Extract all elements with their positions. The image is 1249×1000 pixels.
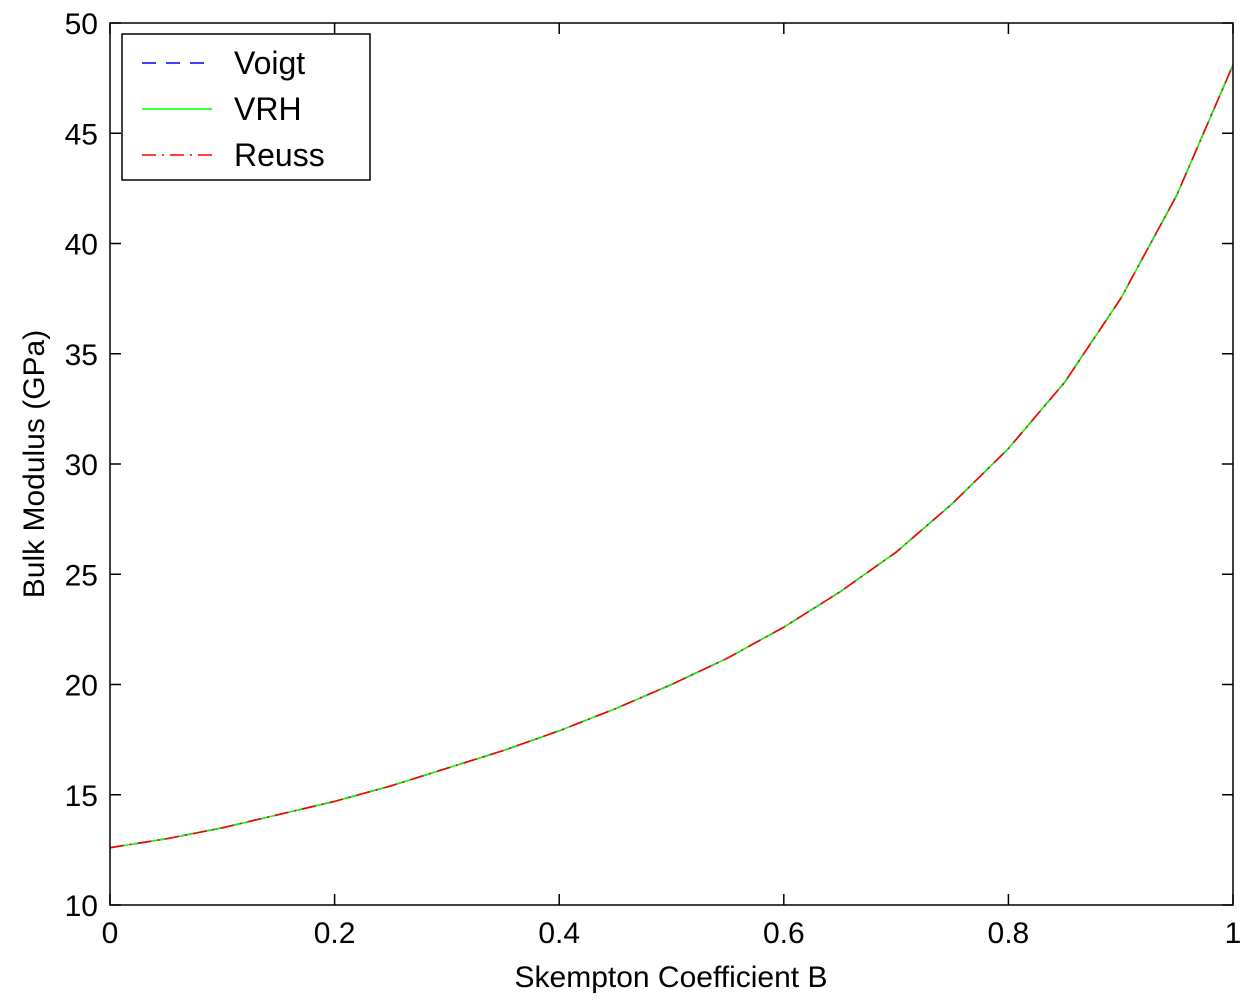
y-axis-label: Bulk Modulus (GPa): [18, 330, 51, 598]
series-line-vrh: [109, 64, 1234, 849]
y-tick-label: 15: [65, 780, 98, 813]
legend: Voigt VRH Reuss: [121, 33, 371, 181]
y-axis: 10 15 20 25 30 35 40 45 50: [65, 8, 1233, 923]
y-tick-label: 35: [65, 339, 98, 372]
legend-label-vrh: VRH: [234, 91, 302, 127]
x-tick-label: 1: [1225, 917, 1242, 950]
y-tick-label: 40: [65, 229, 98, 262]
x-axis-label: Skempton Coefficient B: [515, 961, 828, 994]
y-tick-label: 45: [65, 118, 98, 151]
x-tick-label: 0.4: [538, 917, 580, 950]
y-tick-label: 20: [65, 670, 98, 703]
y-tick-label: 10: [65, 890, 98, 923]
x-tick-label: 0.2: [314, 917, 356, 950]
y-tick-label: 25: [65, 559, 98, 592]
x-tick-label: 0.6: [763, 917, 805, 950]
x-axis: 0 0.2 0.4 0.6 0.8 1: [102, 23, 1242, 950]
y-tick-label: 50: [65, 8, 98, 41]
y-tick-label: 30: [65, 449, 98, 482]
legend-label-voigt: Voigt: [234, 45, 305, 81]
x-tick-label: 0.8: [988, 917, 1030, 950]
legend-label-reuss: Reuss: [234, 137, 325, 173]
series-layer: [109, 64, 1234, 849]
x-tick-label: 0: [102, 917, 119, 950]
